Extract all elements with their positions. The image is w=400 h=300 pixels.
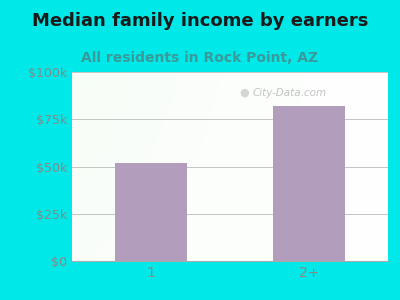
Text: ●: ● <box>240 88 249 98</box>
Bar <box>116 163 186 261</box>
Text: All residents in Rock Point, AZ: All residents in Rock Point, AZ <box>82 51 318 65</box>
Text: City-Data.com: City-Data.com <box>252 88 326 98</box>
Bar <box>274 106 344 261</box>
Text: Median family income by earners: Median family income by earners <box>32 12 368 30</box>
